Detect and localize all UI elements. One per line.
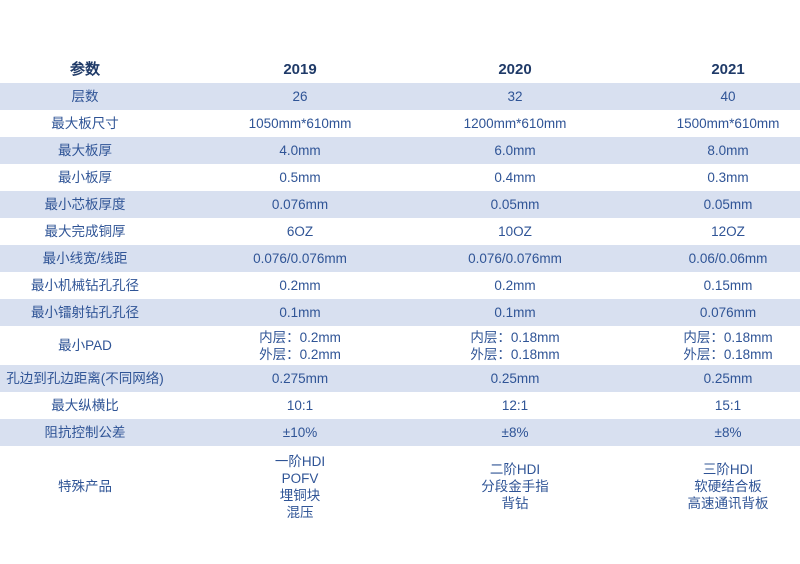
value-2021: 40 (720, 89, 736, 104)
value-2020: 32 (507, 89, 523, 104)
param-label: 最大板尺寸 (51, 116, 119, 131)
value-2021: 0.076mm (699, 305, 757, 320)
value-2021: ±8% (714, 425, 742, 440)
value-2021: 1500mm*610mm (676, 116, 780, 131)
value-2020: 1200mm*610mm (463, 116, 567, 131)
param-label: 阻抗控制公差 (44, 425, 126, 440)
table-row: 最大板尺寸 1050mm*610mm 1200mm*610mm 1500mm*6… (0, 110, 800, 137)
value-2021: 0.15mm (703, 278, 753, 293)
value-2019: 10:1 (286, 398, 314, 413)
table-row: 最小芯板厚度 0.076mm 0.05mm 0.05mm (0, 191, 800, 218)
value-2019: 内层：0.2mm 外层：0.2mm (259, 329, 341, 362)
param-label: 特殊产品 (58, 479, 112, 494)
value-2021: 15:1 (714, 398, 742, 413)
value-2019: 4.0mm (279, 143, 321, 158)
value-2021: 内层：0.18mm 外层：0.18mm (683, 329, 773, 362)
table-row: 最小镭射钻孔孔径 0.1mm 0.1mm 0.076mm (0, 299, 800, 326)
value-2019: 0.5mm (279, 170, 321, 185)
header-2021: 2021 (711, 60, 745, 78)
value-2021: 0.05mm (703, 197, 753, 212)
header-2019: 2019 (283, 60, 317, 78)
param-label: 孔边到孔边距离(不同网络) (6, 371, 164, 386)
header-2020: 2020 (498, 60, 532, 78)
value-2020: 0.4mm (494, 170, 536, 185)
header-param: 参数 (69, 60, 100, 78)
value-2021: 8.0mm (707, 143, 749, 158)
value-2020: 10OZ (498, 224, 532, 239)
value-2020: 内层：0.18mm 外层：0.18mm (470, 329, 560, 362)
value-2019: 0.2mm (279, 278, 321, 293)
value-2020: 6.0mm (494, 143, 536, 158)
value-2019: 0.275mm (271, 371, 329, 386)
table-row: 最小线宽/线距 0.076/0.076mm 0.076/0.076mm 0.06… (0, 245, 800, 272)
value-2019: 0.1mm (279, 305, 321, 320)
value-2019: 6OZ (286, 224, 314, 239)
value-2019: 一阶HDI POFV 埋铜块 混压 (274, 453, 326, 520)
value-2019: ±10% (282, 425, 318, 440)
value-2020: 0.076/0.076mm (468, 251, 562, 266)
value-2020: 0.2mm (494, 278, 536, 293)
value-2019: 26 (292, 89, 308, 104)
value-2021: 三阶HDI 软硬结合板 高速通讯背板 (687, 462, 769, 511)
param-label: 最小镭射钻孔孔径 (31, 305, 139, 320)
param-label: 最小线宽/线距 (42, 251, 128, 266)
param-label: 最大完成铜厚 (44, 224, 126, 239)
table-row: 最小PAD 内层：0.2mm 外层：0.2mm 内层：0.18mm 外层：0.1… (0, 326, 800, 365)
value-2020: 0.05mm (490, 197, 540, 212)
table-row: 最小板厚 0.5mm 0.4mm 0.3mm (0, 164, 800, 191)
table-row: 最小机械钻孔孔径 0.2mm 0.2mm 0.15mm (0, 272, 800, 299)
table-row: 特殊产品 一阶HDI POFV 埋铜块 混压 二阶HDI 分段金手指 背钻 三阶… (0, 446, 800, 527)
table-row: 层数 26 32 40 (0, 83, 800, 110)
value-2019: 0.076mm (271, 197, 329, 212)
table-row: 孔边到孔边距离(不同网络) 0.275mm 0.25mm 0.25mm (0, 365, 800, 392)
table-row: 最大纵横比 10:1 12:1 15:1 (0, 392, 800, 419)
value-2021: 0.3mm (707, 170, 749, 185)
value-2021: 0.06/0.06mm (688, 251, 768, 266)
value-2020: 二阶HDI 分段金手指 背钻 (481, 462, 549, 511)
table-header-row: 参数 2019 2020 2021 (0, 55, 800, 83)
param-label: 最小芯板厚度 (44, 197, 126, 212)
value-2020: ±8% (501, 425, 529, 440)
value-2020: 0.25mm (490, 371, 540, 386)
param-label: 最小板厚 (58, 170, 112, 185)
param-label: 最小PAD (58, 338, 112, 353)
param-label: 最大纵横比 (51, 398, 119, 413)
value-2019: 1050mm*610mm (248, 116, 352, 131)
pcb-capability-table: 参数 2019 2020 2021 层数 26 32 40 最大板尺寸 1050… (0, 55, 800, 527)
param-label: 最大板厚 (58, 143, 112, 158)
param-label: 层数 (71, 89, 99, 104)
param-label: 最小机械钻孔孔径 (31, 278, 139, 293)
table-row: 最大完成铜厚 6OZ 10OZ 12OZ (0, 218, 800, 245)
value-2020: 12:1 (501, 398, 529, 413)
value-2019: 0.076/0.076mm (253, 251, 347, 266)
value-2021: 12OZ (711, 224, 745, 239)
table-row: 最大板厚 4.0mm 6.0mm 8.0mm (0, 137, 800, 164)
value-2020: 0.1mm (494, 305, 536, 320)
value-2021: 0.25mm (703, 371, 753, 386)
table-row: 阻抗控制公差 ±10% ±8% ±8% (0, 419, 800, 446)
